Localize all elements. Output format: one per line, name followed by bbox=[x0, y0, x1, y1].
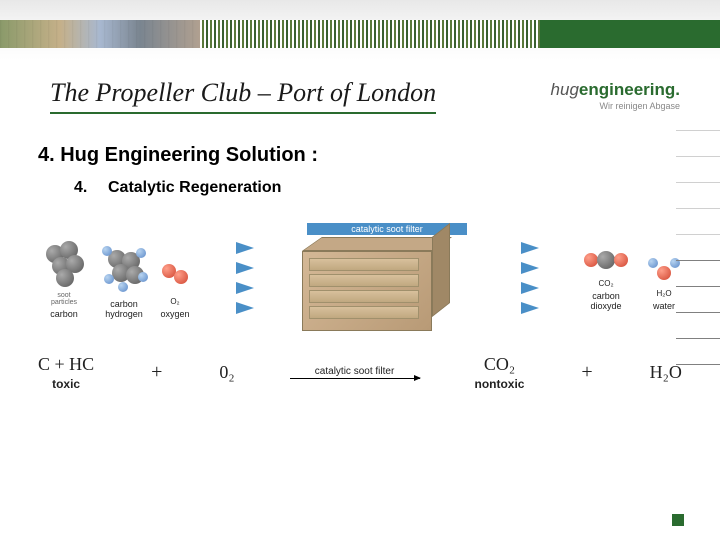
co2-sublabel: CO₂ bbox=[598, 279, 613, 288]
co2-label: carbon dioxyde bbox=[590, 291, 621, 311]
carbon-label: carbon bbox=[50, 309, 78, 319]
eq-formula-o2: 0₂ bbox=[219, 362, 234, 383]
eq-label-nontoxic: nontoxic bbox=[474, 377, 524, 391]
footer-marker-icon bbox=[672, 514, 684, 526]
input-molecules: sootparticles carbon carbon hydrogen bbox=[38, 237, 192, 319]
eq-lhs-2: 0₂ bbox=[219, 362, 234, 383]
subheading-text: Catalytic Regeneration bbox=[108, 179, 281, 197]
side-tick-marks bbox=[676, 130, 720, 390]
filter-3d-icon bbox=[302, 237, 472, 332]
header-banner bbox=[0, 0, 720, 60]
molecule-co2: CO₂ carbon dioxyde bbox=[582, 244, 630, 311]
equation: C + HC toxic + 0₂ catalytic soot filter … bbox=[0, 340, 720, 391]
eq-lhs-1: C + HC toxic bbox=[38, 354, 94, 391]
output-arrows-icon bbox=[521, 242, 539, 314]
eq-formula-co2: CO₂ bbox=[484, 354, 515, 375]
output-molecules: CO₂ carbon dioxyde H₂O water bbox=[582, 244, 682, 311]
header-hatch-strip bbox=[200, 20, 540, 48]
eq-plus-1: + bbox=[149, 361, 164, 384]
molecule-oxygen: O₂ oxygen bbox=[158, 254, 192, 319]
input-arrows-icon bbox=[236, 242, 254, 314]
co2-icon bbox=[582, 244, 630, 276]
eq-rhs-1: CO₂ nontoxic bbox=[474, 354, 524, 391]
h2o-sublabel: H₂O bbox=[656, 289, 671, 298]
logo-text: hugengineering. bbox=[551, 80, 680, 100]
hc-cluster-icon bbox=[98, 244, 150, 296]
logo-suffix: engineering. bbox=[579, 80, 680, 99]
logo-prefix: hug bbox=[551, 80, 579, 99]
arrow-icon bbox=[290, 378, 420, 379]
subheading: 4. Catalytic Regeneration bbox=[0, 175, 720, 197]
eq-formula-chc: C + HC bbox=[38, 354, 94, 375]
h2o-label: water bbox=[653, 301, 675, 311]
title-row: The Propeller Club – Port of London huge… bbox=[0, 60, 720, 126]
hc-label: carbon hydrogen bbox=[105, 299, 143, 319]
eq-arrow-label: catalytic soot filter bbox=[315, 366, 394, 377]
filter-icon: catalytic soot filter bbox=[297, 223, 477, 332]
diagram: sootparticles carbon carbon hydrogen bbox=[0, 197, 720, 340]
molecule-hc: carbon hydrogen bbox=[98, 244, 150, 319]
header-pattern bbox=[0, 20, 720, 48]
eq-plus-2: + bbox=[579, 361, 594, 384]
section-heading: 4. Hug Engineering Solution : bbox=[0, 126, 720, 175]
oxygen-label: oxygen bbox=[160, 309, 189, 319]
oxygen-icon bbox=[158, 254, 192, 294]
subheading-number: 4. bbox=[74, 179, 108, 197]
eq-arrow: catalytic soot filter bbox=[290, 366, 420, 379]
logo: hugengineering. Wir reinigen Abgase bbox=[551, 78, 680, 111]
oxygen-sublabel: O₂ bbox=[170, 297, 179, 306]
logo-tagline: Wir reinigen Abgase bbox=[551, 101, 680, 111]
carbon-cluster-icon bbox=[38, 237, 90, 289]
header-solid-strip bbox=[540, 20, 720, 48]
eq-label-toxic: toxic bbox=[52, 377, 80, 391]
page-title: The Propeller Club – Port of London bbox=[50, 78, 436, 114]
molecule-carbon: sootparticles carbon bbox=[38, 237, 90, 319]
header-photo-strip bbox=[0, 20, 200, 48]
